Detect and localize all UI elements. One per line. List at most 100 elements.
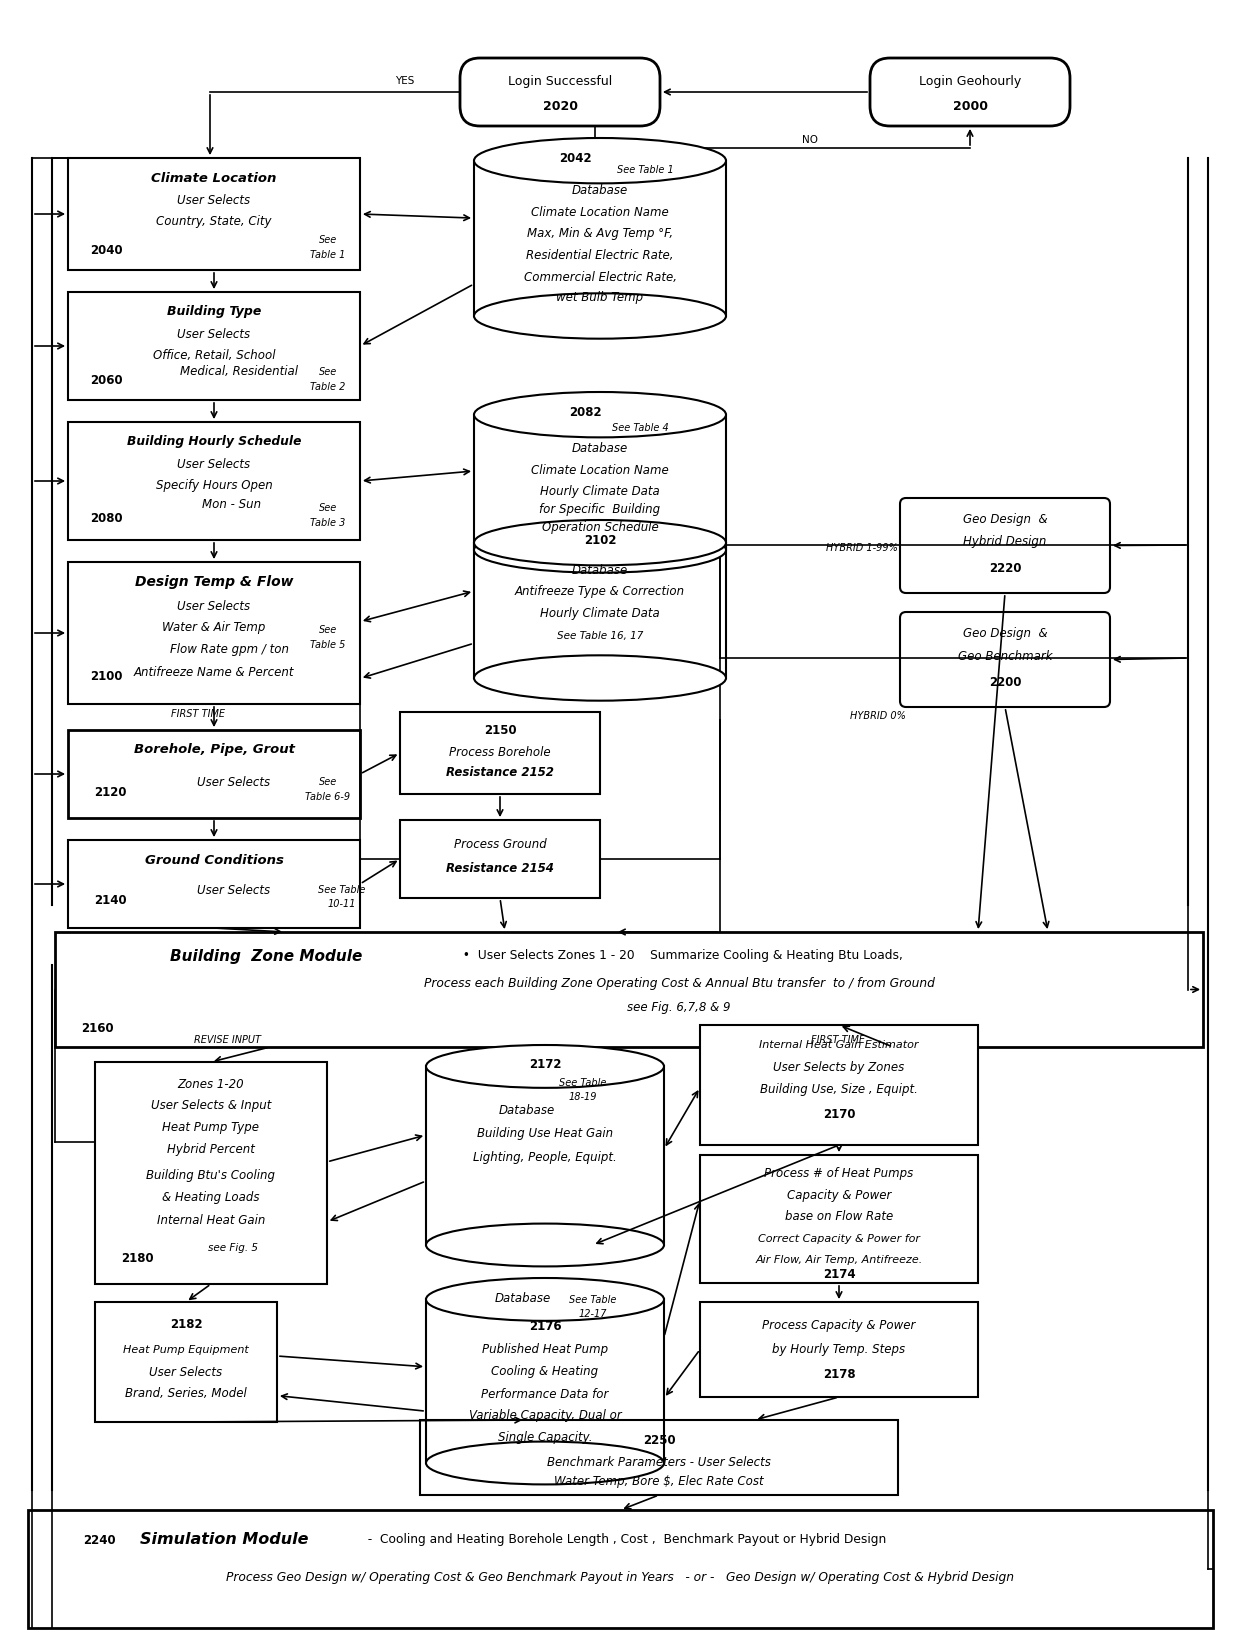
Text: Hourly Climate Data: Hourly Climate Data [541, 486, 660, 499]
FancyBboxPatch shape [68, 730, 360, 818]
Ellipse shape [474, 293, 725, 339]
Text: Process Capacity & Power: Process Capacity & Power [763, 1319, 915, 1333]
Text: 2200: 2200 [988, 676, 1022, 689]
Text: Brand, Series, Model: Brand, Series, Model [125, 1388, 247, 1401]
Text: 2060: 2060 [89, 373, 123, 386]
Text: Geo Benchmark: Geo Benchmark [957, 650, 1053, 663]
Text: 2180: 2180 [120, 1252, 154, 1264]
Text: Flow Rate gpm / ton: Flow Rate gpm / ton [170, 643, 289, 656]
Text: Medical, Residential: Medical, Residential [180, 365, 298, 378]
Text: Table 2: Table 2 [310, 381, 346, 391]
FancyBboxPatch shape [68, 561, 360, 704]
Text: 2042: 2042 [559, 152, 591, 164]
Text: see Fig. 5: see Fig. 5 [208, 1242, 258, 1252]
FancyBboxPatch shape [900, 612, 1110, 707]
Text: Table 6-9: Table 6-9 [305, 792, 351, 802]
FancyBboxPatch shape [460, 57, 660, 126]
Text: Geo Design  &: Geo Design & [962, 627, 1048, 640]
Text: Design Temp & Flow: Design Temp & Flow [135, 575, 293, 589]
Text: See: See [319, 778, 337, 787]
Text: Geo Design  &: Geo Design & [962, 514, 1048, 527]
Text: -  Cooling and Heating Borehole Length , Cost ,  Benchmark Payout or Hybrid Desi: - Cooling and Heating Borehole Length , … [360, 1534, 887, 1547]
Text: 2178: 2178 [822, 1367, 856, 1380]
Ellipse shape [474, 655, 725, 701]
Text: Login Geohourly: Login Geohourly [919, 75, 1021, 88]
Text: User Selects: User Selects [150, 1365, 222, 1378]
Text: See Table 1: See Table 1 [616, 165, 673, 175]
Text: Building Hourly Schedule: Building Hourly Schedule [126, 435, 301, 449]
Text: Process each Building Zone Operating Cost & Annual Btu transfer  to / from Groun: Process each Building Zone Operating Cos… [424, 977, 935, 990]
Text: Variable Capacity, Dual or: Variable Capacity, Dual or [469, 1409, 621, 1423]
Text: Process Borehole: Process Borehole [449, 745, 551, 758]
Text: 2174: 2174 [822, 1269, 856, 1282]
Text: Capacity & Power: Capacity & Power [787, 1188, 892, 1202]
Ellipse shape [427, 1278, 663, 1321]
Text: 2172: 2172 [528, 1059, 562, 1072]
Bar [475, 414, 725, 550]
Text: Process # of Heat Pumps: Process # of Heat Pumps [764, 1167, 914, 1180]
Text: User Selects: User Selects [177, 327, 250, 340]
Ellipse shape [474, 138, 725, 183]
Bar [475, 160, 725, 316]
Text: Antifreeze Name & Percent: Antifreeze Name & Percent [134, 666, 294, 678]
Text: 10-11: 10-11 [327, 899, 356, 909]
Text: See: See [319, 625, 337, 635]
Text: Process Geo Design w/ Operating Cost & Geo Benchmark Payout in Years   - or -   : Process Geo Design w/ Operating Cost & G… [227, 1572, 1014, 1585]
Ellipse shape [474, 521, 725, 565]
Text: 2160: 2160 [81, 1021, 113, 1035]
Text: See Table 4: See Table 4 [611, 422, 668, 434]
Text: Hourly Climate Data: Hourly Climate Data [541, 607, 660, 620]
Text: & Heating Loads: & Heating Loads [162, 1192, 259, 1205]
Bar [475, 543, 725, 678]
Text: Table 3: Table 3 [310, 517, 346, 529]
Text: Water Temp, Bore $, Elec Rate Cost: Water Temp, Bore $, Elec Rate Cost [554, 1475, 764, 1488]
Text: See Table 16, 17: See Table 16, 17 [557, 630, 644, 642]
Text: 2150: 2150 [484, 724, 516, 737]
Text: Climate Location Name: Climate Location Name [531, 206, 668, 218]
Text: Air Flow, Air Temp, Antifreeze.: Air Flow, Air Temp, Antifreeze. [755, 1256, 923, 1265]
Text: Correct Capacity & Power for: Correct Capacity & Power for [758, 1234, 920, 1244]
Text: User Selects by Zones: User Selects by Zones [774, 1061, 905, 1074]
Text: 2140: 2140 [94, 894, 126, 907]
Text: Commercial Electric Rate,: Commercial Electric Rate, [523, 272, 677, 285]
Text: Database: Database [572, 563, 629, 576]
FancyBboxPatch shape [68, 291, 360, 399]
Text: Country, State, City: Country, State, City [156, 216, 272, 229]
FancyBboxPatch shape [870, 57, 1070, 126]
Text: Simulation Module: Simulation Module [140, 1532, 309, 1547]
FancyBboxPatch shape [701, 1301, 978, 1396]
FancyBboxPatch shape [401, 820, 600, 899]
Text: YES: YES [396, 75, 414, 87]
Text: Antifreeze Type & Correction: Antifreeze Type & Correction [515, 586, 684, 599]
Text: Building Use Heat Gain: Building Use Heat Gain [477, 1126, 613, 1139]
Text: 2082: 2082 [569, 406, 601, 419]
Text: FIRST TIME: FIRST TIME [171, 709, 224, 719]
Text: Water & Air Temp: Water & Air Temp [162, 622, 265, 635]
Text: Heat Pump Type: Heat Pump Type [162, 1121, 259, 1134]
Ellipse shape [474, 391, 725, 437]
Text: for Specific  Building: for Specific Building [539, 504, 661, 517]
Text: Benchmark Parameters - User Selects: Benchmark Parameters - User Selects [547, 1455, 771, 1468]
FancyBboxPatch shape [68, 422, 360, 540]
Text: See Table: See Table [569, 1295, 616, 1305]
Text: 2080: 2080 [89, 511, 123, 524]
Text: 2040: 2040 [89, 244, 123, 257]
Text: Building Use, Size , Equipt.: Building Use, Size , Equipt. [760, 1082, 918, 1095]
Text: 2020: 2020 [543, 100, 578, 113]
Text: Published Heat Pump: Published Heat Pump [482, 1344, 608, 1357]
Text: Table 1: Table 1 [310, 250, 346, 260]
Text: See Table: See Table [319, 886, 366, 895]
Text: See: See [319, 367, 337, 377]
Text: Max, Min & Avg Temp °F,: Max, Min & Avg Temp °F, [527, 228, 673, 241]
Bar [427, 1300, 663, 1463]
Text: Lighting, People, Equipt.: Lighting, People, Equipt. [474, 1151, 616, 1164]
Text: Login Successful: Login Successful [508, 75, 613, 88]
Text: Internal Heat Gain Estimator: Internal Heat Gain Estimator [759, 1039, 919, 1049]
Text: Zones 1-20: Zones 1-20 [177, 1077, 244, 1090]
Text: Operation Schedule: Operation Schedule [542, 522, 658, 535]
Text: Table 5: Table 5 [310, 640, 346, 650]
Text: see Fig. 6,7,8 & 9: see Fig. 6,7,8 & 9 [627, 1002, 730, 1015]
Text: User Selects & Input: User Selects & Input [151, 1100, 272, 1113]
FancyBboxPatch shape [420, 1419, 898, 1495]
Text: Residential Electric Rate,: Residential Electric Rate, [526, 249, 673, 262]
